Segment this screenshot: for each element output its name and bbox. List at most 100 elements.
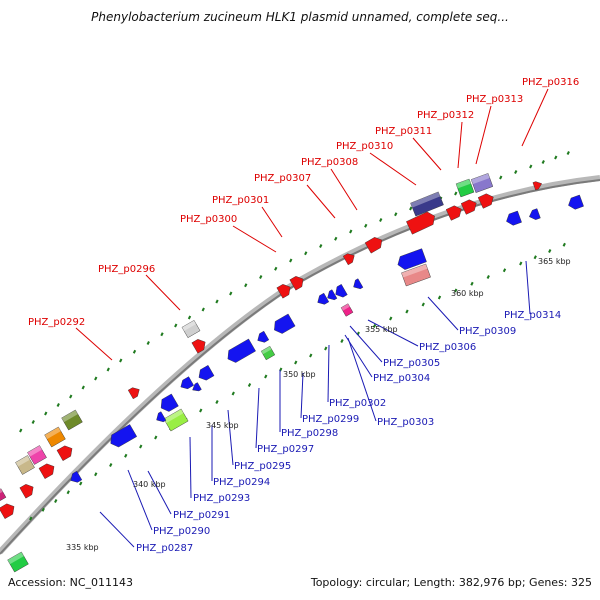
gene-block-green2-body bbox=[260, 345, 276, 361]
tick-mark bbox=[94, 376, 98, 381]
leader-line-reverse bbox=[344, 334, 373, 378]
backbone-arc-shade bbox=[0, 179, 600, 555]
tick-mark bbox=[421, 302, 425, 307]
tick-mark bbox=[106, 367, 110, 372]
reverse-gene-15 bbox=[568, 194, 584, 210]
leader-line-forward bbox=[457, 121, 463, 169]
gene-block-lime bbox=[163, 408, 189, 432]
tick-mark bbox=[201, 307, 205, 312]
tick-mark bbox=[334, 236, 338, 241]
tick-mark bbox=[215, 400, 219, 404]
label-phz-p0306[interactable]: PHZ_p0306 bbox=[419, 342, 476, 353]
kbp-marker-340: 340 kbp bbox=[133, 480, 166, 489]
tick-mark bbox=[41, 507, 45, 512]
tick-mark bbox=[54, 499, 58, 503]
accession-text: Accession: NC_011143 bbox=[8, 576, 134, 589]
label-phz-p0295[interactable]: PHZ_p0295 bbox=[234, 461, 291, 472]
leader-line-reverse bbox=[227, 409, 234, 466]
reverse-gene-11-body bbox=[353, 278, 364, 290]
label-phz-p0299[interactable]: PHZ_p0299 bbox=[302, 414, 359, 425]
label-phz-p0298[interactable]: PHZ_p0298 bbox=[281, 428, 338, 439]
reverse-gene-10-body bbox=[335, 284, 348, 298]
label-phz-p0310[interactable]: PHZ_p0310 bbox=[336, 141, 393, 152]
forward-gene-labels: PHZ_p0292 PHZ_p0296 PHZ_p0300 PHZ_p0301 … bbox=[28, 77, 579, 328]
gene-block-green-body bbox=[455, 178, 475, 198]
label-phz-p0291[interactable]: PHZ_p0291 bbox=[173, 510, 230, 521]
gene-block-magenta-body bbox=[0, 488, 7, 502]
gene-block-grey-body bbox=[181, 320, 201, 338]
tick-mark bbox=[405, 309, 409, 314]
label-phz-p0311[interactable]: PHZ_p0311 bbox=[375, 126, 432, 137]
kbp-markers: 335 kbp 340 kbp 345 kbp 350 kbp 355 kbp … bbox=[66, 257, 571, 552]
label-phz-p0302[interactable]: PHZ_p0302 bbox=[329, 398, 386, 409]
gene-block-pink2 bbox=[340, 303, 354, 317]
label-phz-p0309[interactable]: PHZ_p0309 bbox=[459, 326, 516, 337]
label-phz-p0313[interactable]: PHZ_p0313 bbox=[466, 94, 523, 105]
tick-mark bbox=[502, 268, 507, 273]
tick-mark bbox=[187, 315, 192, 320]
tick-mark bbox=[349, 229, 353, 234]
gene-block-salmon-highlight bbox=[401, 263, 428, 278]
gene-block-lime-highlight bbox=[163, 408, 184, 424]
label-phz-p0304[interactable]: PHZ_p0304 bbox=[373, 373, 430, 384]
reverse-gene-9 bbox=[327, 289, 338, 301]
leader-line-forward bbox=[475, 105, 492, 165]
tick-mark bbox=[529, 164, 533, 169]
label-phz-p0297[interactable]: PHZ_p0297 bbox=[257, 444, 314, 455]
forward-gene-4-body bbox=[127, 387, 140, 400]
label-phz-p0301[interactable]: PHZ_p0301 bbox=[212, 195, 269, 206]
label-phz-p0308[interactable]: PHZ_p0308 bbox=[301, 157, 358, 168]
label-phz-p0296[interactable]: PHZ_p0296 bbox=[98, 264, 155, 275]
label-phz-p0312[interactable]: PHZ_p0312 bbox=[417, 110, 474, 121]
tick-mark bbox=[146, 341, 150, 345]
tick-mark bbox=[247, 383, 252, 387]
tick-mark bbox=[69, 394, 73, 399]
reverse-gene-6 bbox=[257, 330, 270, 343]
tick-mark bbox=[533, 255, 537, 260]
gene-block-grey bbox=[181, 320, 201, 338]
tick-mark bbox=[548, 249, 552, 253]
label-phz-p0314[interactable]: PHZ_p0314 bbox=[504, 310, 561, 321]
kbp-marker-360: 360 kbp bbox=[451, 289, 484, 298]
gene-block-orange bbox=[44, 426, 66, 448]
reverse-gene-13 bbox=[506, 210, 522, 226]
tick-mark bbox=[566, 151, 570, 155]
forward-gene-12-body bbox=[460, 199, 477, 215]
label-phz-p0290[interactable]: PHZ_p0290 bbox=[153, 526, 210, 537]
reverse-gene-16 bbox=[156, 411, 167, 423]
gene-block-green-highlight bbox=[456, 179, 471, 189]
gene-block-green3 bbox=[7, 551, 29, 573]
gene-block-lime-body bbox=[163, 408, 189, 432]
label-phz-p0316[interactable]: PHZ_p0316 bbox=[522, 77, 579, 88]
leader-line-forward bbox=[306, 184, 336, 219]
label-phz-p0293[interactable]: PHZ_p0293 bbox=[193, 493, 250, 504]
gene-block-pink2-body bbox=[340, 303, 354, 317]
gene-block-lavender-highlight bbox=[471, 173, 490, 185]
tick-mark bbox=[139, 444, 143, 449]
tick-mark bbox=[160, 332, 164, 337]
forward-gene-7 bbox=[289, 276, 304, 291]
tick-mark bbox=[81, 385, 85, 390]
gene-block-tan bbox=[15, 455, 35, 475]
tick-mark bbox=[19, 428, 23, 433]
label-phz-p0287[interactable]: PHZ_p0287 bbox=[136, 543, 193, 554]
label-phz-p0300[interactable]: PHZ_p0300 bbox=[180, 214, 237, 225]
forward-gene-14 bbox=[532, 181, 543, 191]
reverse-gene-12-body bbox=[397, 248, 427, 270]
gene-block-olive-body bbox=[61, 409, 83, 431]
reverse-gene-4 bbox=[198, 365, 215, 381]
label-phz-p0303[interactable]: PHZ_p0303 bbox=[377, 417, 434, 428]
tick-mark bbox=[264, 374, 268, 379]
label-phz-p0294[interactable]: PHZ_p0294 bbox=[213, 477, 270, 488]
reverse-gene-14-body bbox=[529, 208, 541, 220]
gene-block-lavender-body bbox=[470, 173, 494, 193]
tick-mark bbox=[379, 218, 383, 222]
label-phz-p0305[interactable]: PHZ_p0305 bbox=[383, 358, 440, 369]
forward-gene-14-body bbox=[532, 181, 543, 191]
label-phz-p0307[interactable]: PHZ_p0307 bbox=[254, 173, 311, 184]
gene-block-green2 bbox=[260, 345, 276, 361]
leader-line-forward bbox=[412, 137, 442, 171]
tick-mark bbox=[199, 408, 203, 413]
label-phz-p0292[interactable]: PHZ_p0292 bbox=[28, 317, 85, 328]
